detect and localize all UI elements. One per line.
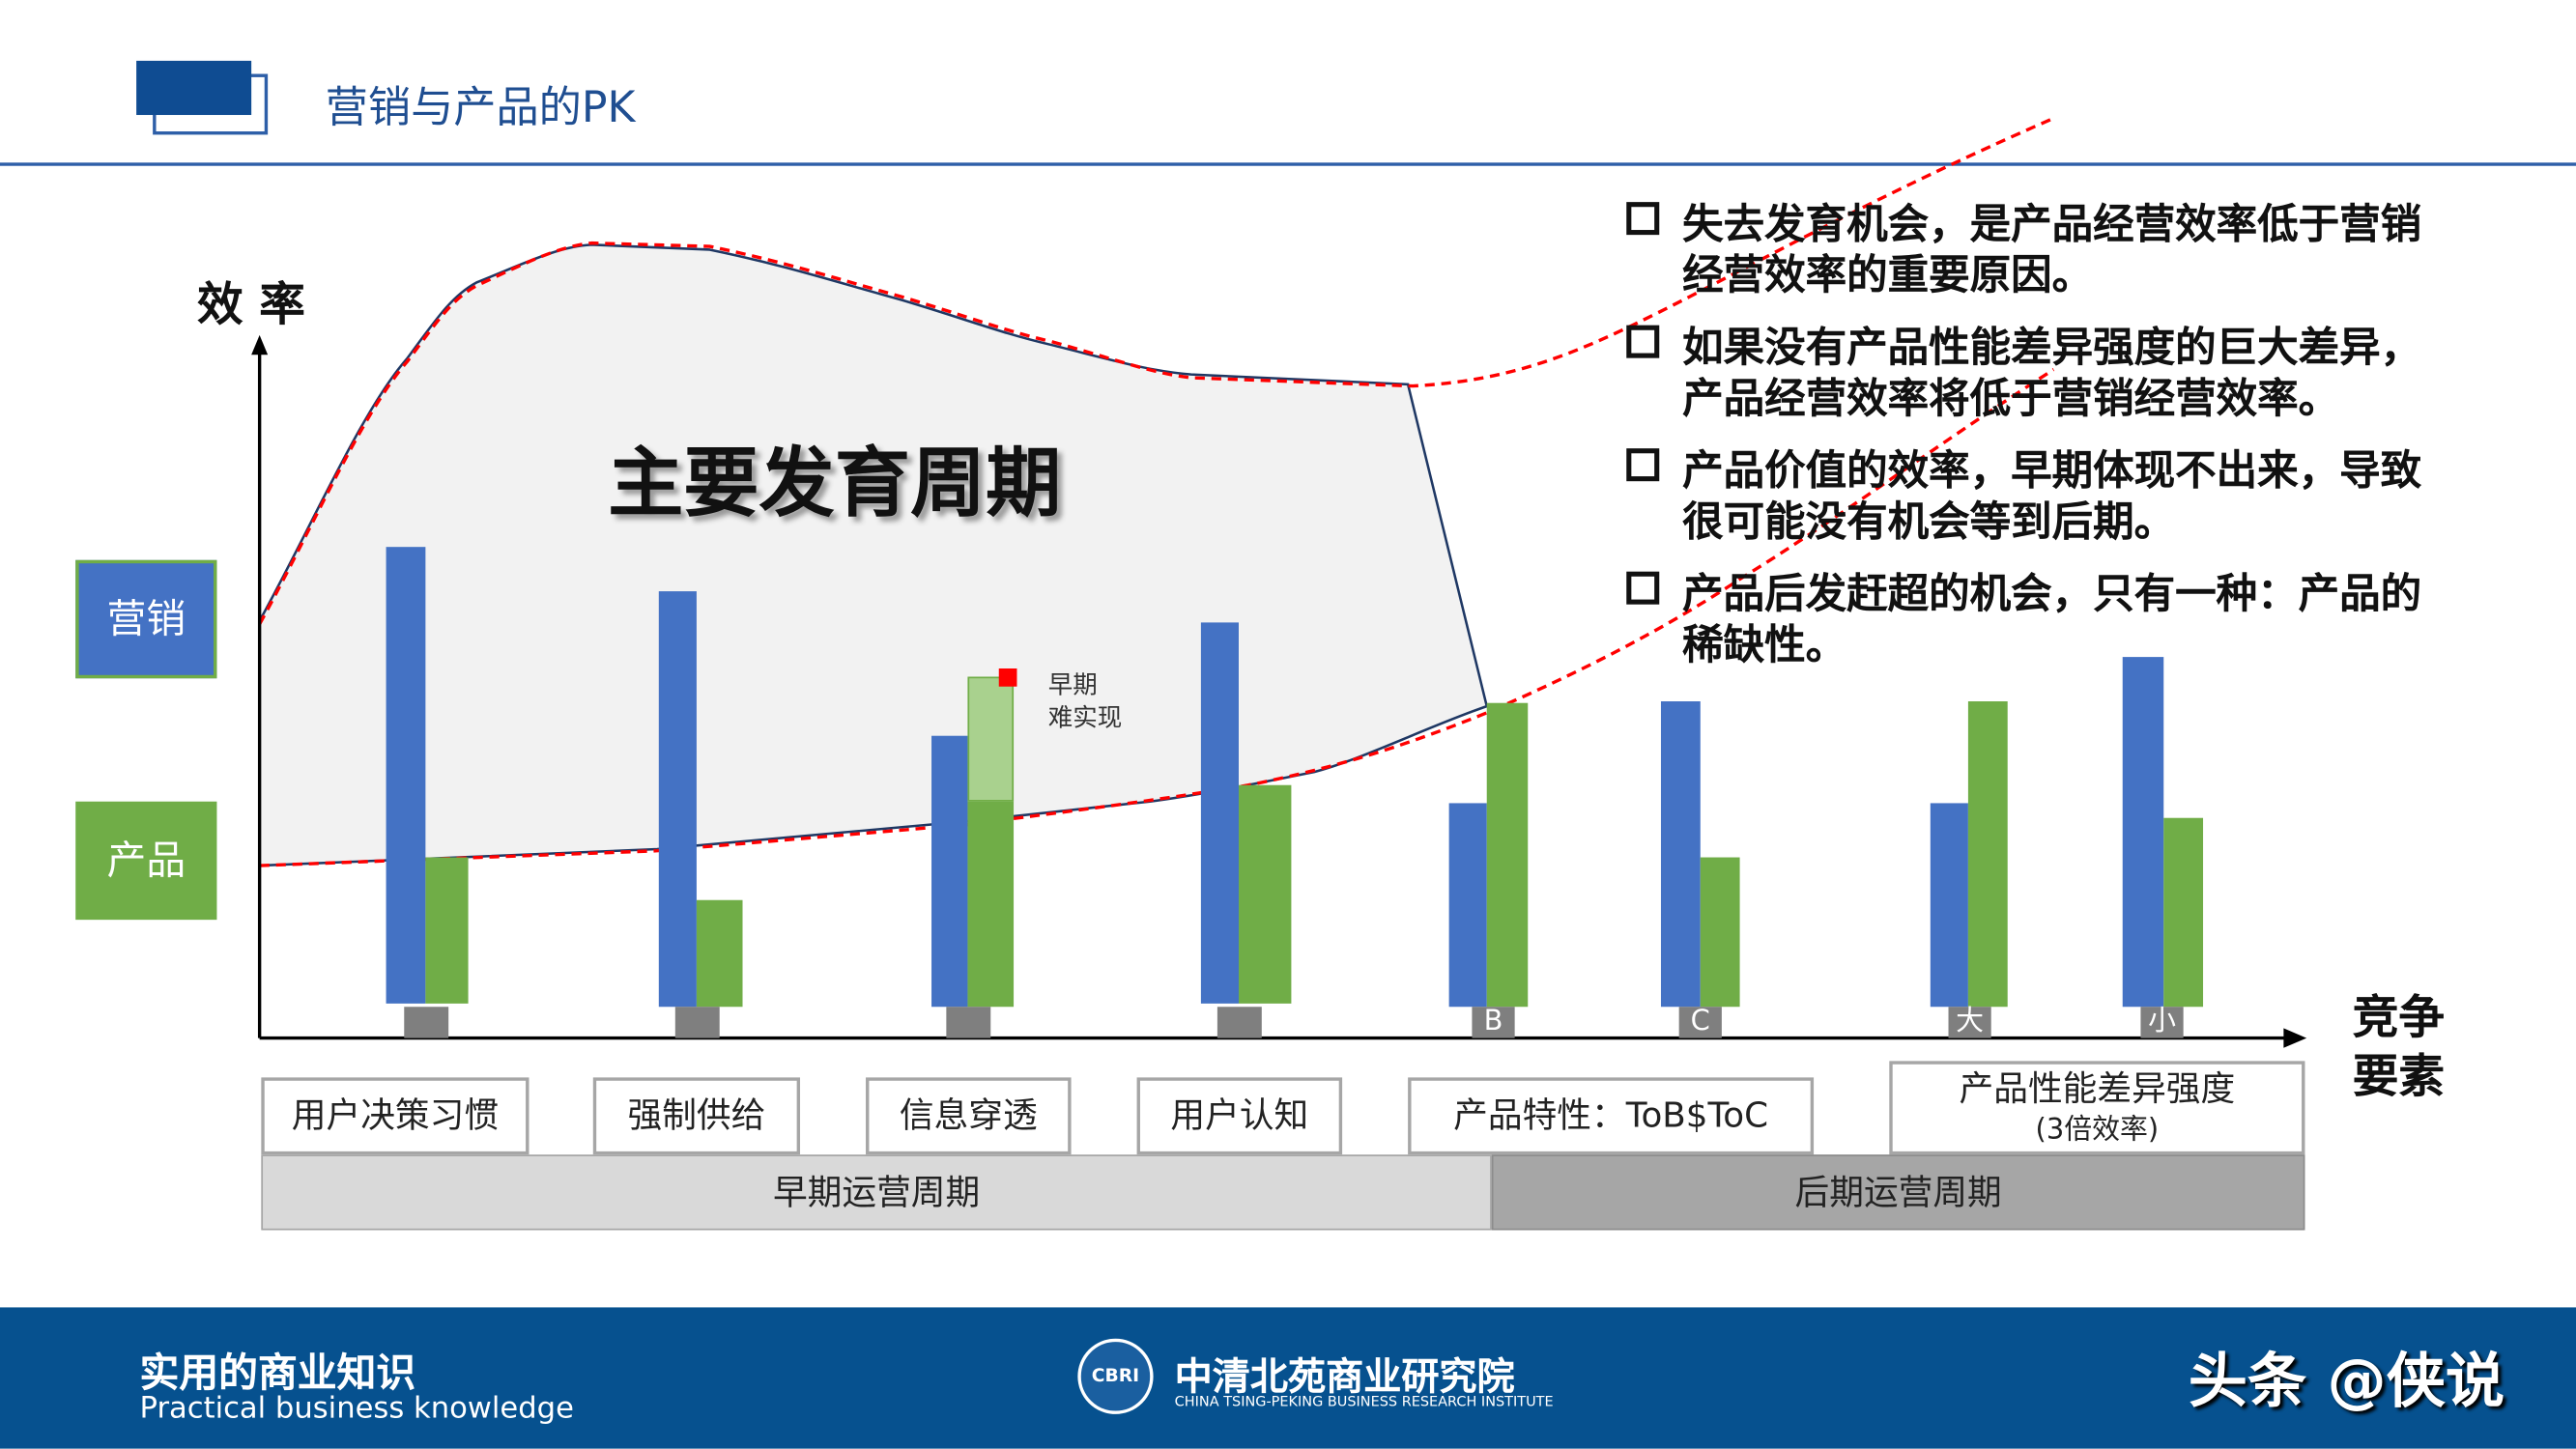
square-bullet-icon: [1626, 325, 1660, 358]
bar-label-8: 小: [2140, 1006, 2184, 1038]
footer-slogan: 实用的商业知识: [139, 1350, 416, 1397]
square-bullet-icon: [1626, 448, 1660, 482]
period-early: 早期运营周期: [261, 1154, 1492, 1231]
bullet-3-line1: 产品价值的效率，早期体现不出来，导致: [1682, 446, 2422, 495]
watermark: 头条 @侠说: [2188, 1348, 2505, 1416]
y-axis-label: 效 率: [197, 277, 305, 332]
bullet-3: 产品价值的效率，早期体现不出来，导致 很可能没有机会等到后期。: [1626, 445, 2421, 547]
bar-label-4: [1216, 1007, 1262, 1038]
bullet-3-line2: 很可能没有机会等到后期。: [1682, 497, 2176, 546]
institute-logo: CBRI: [1077, 1338, 1154, 1414]
institute-name: 中清北苑商业研究院: [1174, 1356, 1515, 1400]
bar-label-6: C: [1678, 1006, 1722, 1038]
legend-marketing: 营销: [75, 559, 217, 679]
product-curve-dashed: [259, 368, 2055, 867]
main-period-label: 主要发育周期: [608, 438, 1062, 527]
bullet-1-line1: 失去发育机会，是产品经营效率低于营销: [1682, 200, 2422, 248]
annotation-early-line2: 难实现: [1047, 702, 1123, 733]
x-axis-label-line1: 竞争: [2352, 990, 2446, 1045]
marketing-bar-8: [2122, 657, 2164, 1008]
product-bar-7: [1967, 701, 2008, 1008]
product-bar-4: [1238, 784, 1292, 1004]
header-divider: [0, 162, 2576, 166]
square-bullet-icon: [1626, 202, 1660, 236]
title-decoration-fill: [136, 60, 252, 116]
bullet-4: 产品后发赶超的机会，只有一种：产品的 稀缺性。: [1626, 568, 2421, 669]
bar-label-3: [946, 1007, 991, 1038]
category-product-traits: 产品特性：ToB$ToC: [1408, 1077, 1815, 1155]
bar-label-5: B: [1472, 1006, 1515, 1038]
y-axis-arrow: [251, 334, 269, 355]
bullet-2: 如果没有产品性能差异强度的巨大差异， 产品经营效率将低于营销经营效率。: [1626, 322, 2421, 423]
square-bullet-icon: [1626, 571, 1660, 605]
annotation-early-line1: 早期: [1047, 669, 1098, 700]
marketing-bar-6: [1660, 701, 1701, 1008]
bullet-1-line2: 经营效率的重要原因。: [1682, 251, 2094, 299]
category-performance-line2: (3倍效率): [2035, 1113, 2160, 1147]
product-bar-3: [967, 801, 1015, 1008]
bar-label-2: [674, 1007, 720, 1038]
bar-label-1: [404, 1007, 449, 1038]
bar-label-7: 大: [1948, 1006, 1991, 1038]
product-potential-bar-3: [967, 676, 1015, 802]
product-bar-1: [425, 857, 469, 1004]
red-marker: [998, 668, 1017, 687]
marketing-bar-2: [658, 591, 697, 1008]
category-info-penetration: 信息穿透: [866, 1077, 1072, 1155]
marketing-bar-1: [386, 547, 426, 1004]
bullet-4-line1: 产品后发赶超的机会，只有一种：产品的: [1682, 569, 2422, 618]
product-bar-5: [1486, 702, 1529, 1008]
institute-name-en: CHINA TSING-PEKING BUSINESS RESEARCH INS…: [1174, 1394, 1554, 1411]
footer-slogan-en: Practical business knowledge: [139, 1391, 574, 1426]
category-user-decision-habit: 用户决策习惯: [261, 1077, 530, 1155]
marketing-efficiency-area: [258, 243, 1489, 867]
marketing-bar-5: [1448, 803, 1487, 1008]
category-performance-line1: 产品性能差异强度: [1959, 1068, 2236, 1109]
marketing-bar-4: [1200, 622, 1239, 1004]
x-axis-arrow: [2283, 1028, 2307, 1048]
marketing-curve-dashed: [258, 116, 2055, 625]
category-user-cognition: 用户认知: [1136, 1077, 1343, 1155]
product-bar-6: [1700, 857, 1740, 1008]
category-performance-difference: 产品性能差异强度 (3倍效率): [1889, 1061, 2305, 1155]
legend-product: 产品: [75, 801, 217, 921]
x-axis-label-line2: 要素: [2352, 1049, 2446, 1104]
period-late: 后期运营周期: [1491, 1154, 2305, 1231]
bullet-1: 失去发育机会，是产品经营效率低于营销 经营效率的重要原因。: [1626, 199, 2421, 300]
bullet-2-line1: 如果没有产品性能差异强度的巨大差异，: [1682, 323, 2422, 372]
category-forced-supply: 强制供给: [592, 1077, 801, 1155]
product-bar-8: [2163, 817, 2204, 1008]
product-bar-2: [696, 899, 743, 1008]
page-title: 营销与产品的PK: [325, 83, 636, 133]
footer: 实用的商业知识 Practical business knowledge CBR…: [0, 1307, 2576, 1449]
marketing-bar-7: [1930, 803, 1968, 1008]
bullet-2-line2: 产品经营效率将低于营销经营效率。: [1682, 374, 2340, 422]
bullet-4-line2: 稀缺性。: [1682, 620, 1847, 669]
marketing-bar-3: [931, 735, 968, 1008]
